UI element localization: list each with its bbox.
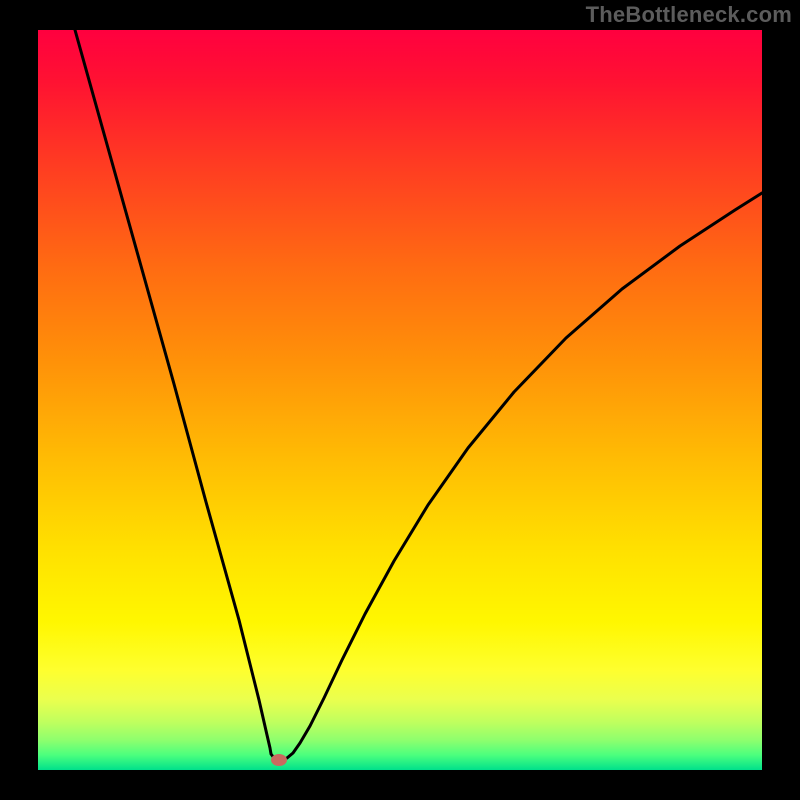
optimal-point-marker — [271, 754, 287, 766]
plot-background — [38, 30, 762, 770]
bottleneck-chart — [0, 0, 800, 800]
watermark-text: TheBottleneck.com — [586, 2, 792, 28]
